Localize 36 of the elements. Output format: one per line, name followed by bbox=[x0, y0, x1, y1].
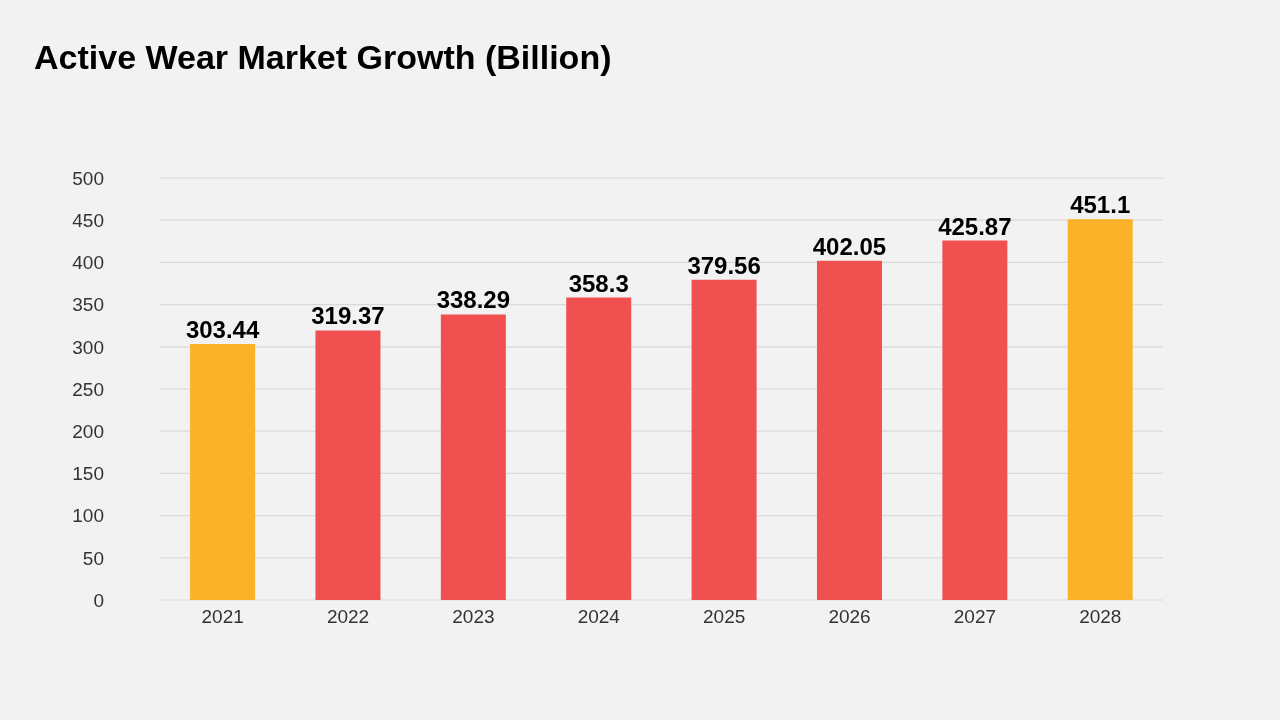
y-tick-label: 350 bbox=[72, 294, 104, 316]
x-tick-label: 2022 bbox=[326, 606, 370, 628]
y-tick-label: 200 bbox=[72, 420, 104, 442]
data-label: 319.37 bbox=[311, 302, 385, 330]
data-label: 338.29 bbox=[436, 286, 511, 314]
y-tick-label: 300 bbox=[72, 336, 104, 358]
data-label: 379.56 bbox=[687, 251, 761, 279]
bar bbox=[1067, 219, 1133, 600]
bar bbox=[691, 279, 757, 600]
bar bbox=[566, 297, 632, 600]
bar bbox=[942, 240, 1008, 600]
x-tick-label: 2026 bbox=[828, 606, 871, 628]
y-tick-label: 450 bbox=[72, 209, 104, 231]
y-tick-label: 400 bbox=[72, 252, 104, 274]
y-tick-label: 500 bbox=[72, 167, 104, 189]
data-label: 303.44 bbox=[185, 315, 260, 343]
data-label: 451.1 bbox=[1070, 191, 1131, 219]
x-tick-label: 2025 bbox=[703, 606, 746, 628]
bar bbox=[190, 343, 256, 600]
data-label: 425.87 bbox=[938, 212, 1012, 240]
bar bbox=[440, 314, 506, 600]
x-tick-label: 2023 bbox=[452, 606, 495, 628]
y-tick-label: 0 bbox=[93, 589, 104, 611]
x-tick-label: 2021 bbox=[201, 606, 244, 628]
y-tick-label: 250 bbox=[72, 378, 104, 400]
data-label: 402.05 bbox=[812, 232, 887, 260]
y-tick-label: 150 bbox=[72, 463, 104, 485]
x-tick-label: 2024 bbox=[577, 606, 621, 628]
data-label: 358.3 bbox=[568, 269, 629, 297]
chart-title: Active Wear Market Growth (Billion) bbox=[34, 38, 612, 77]
bar bbox=[315, 330, 381, 600]
y-tick-label: 100 bbox=[72, 505, 104, 527]
x-tick-label: 2028 bbox=[1079, 606, 1122, 628]
y-tick-label: 50 bbox=[82, 547, 104, 569]
x-tick-label: 2027 bbox=[953, 606, 997, 628]
bar bbox=[816, 260, 882, 600]
